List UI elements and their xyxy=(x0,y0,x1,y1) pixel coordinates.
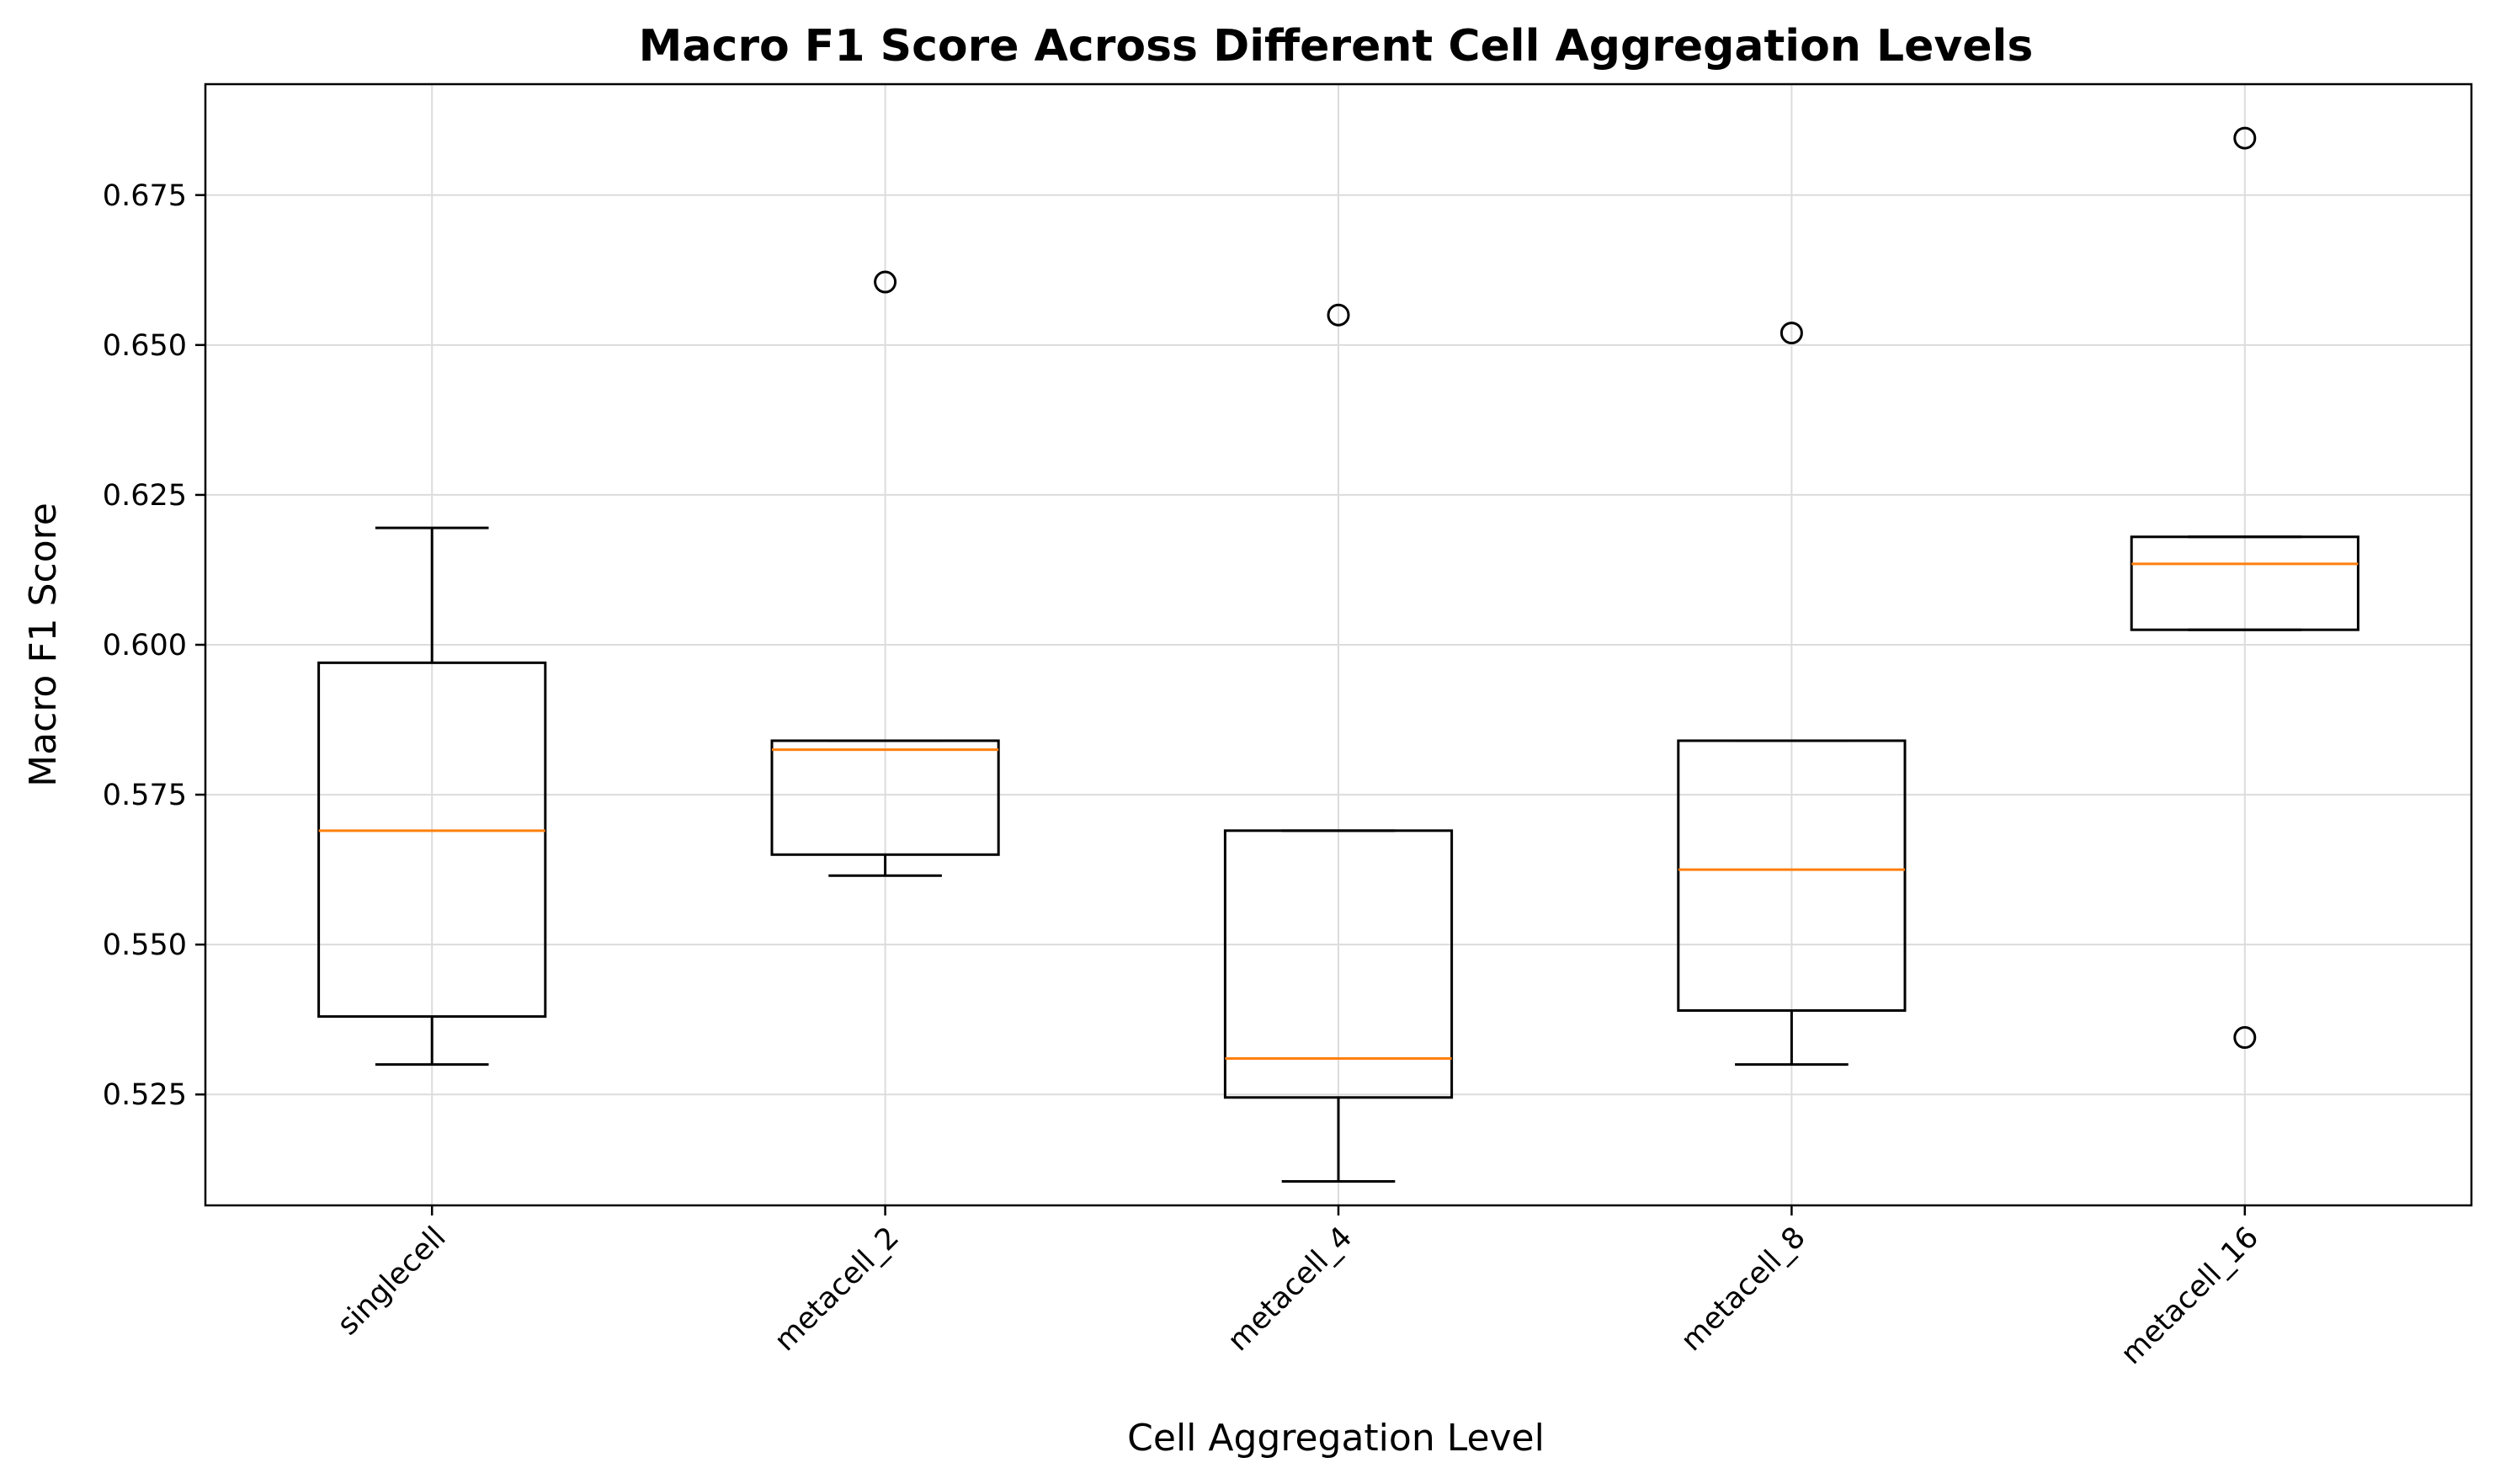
x-tick-label: singlecell xyxy=(331,1221,452,1342)
outlier-point xyxy=(1779,322,1803,345)
y-tick-label: 0.650 xyxy=(103,329,187,363)
x-tick-label: metacell_2 xyxy=(769,1221,906,1358)
box-metacell_16 xyxy=(2130,126,2359,1050)
iqr-box xyxy=(1223,829,1454,1099)
box-metacell_4 xyxy=(1223,303,1454,1183)
iqr-box xyxy=(770,739,1000,856)
outlier-point xyxy=(874,270,897,294)
y-axis: 0.525 0.550 0.575 0.600 0.625 0.650 0.675 xyxy=(103,179,205,1112)
y-tick-label: 0.525 xyxy=(103,1078,187,1112)
x-axis-label: Cell Aggregation Level xyxy=(1127,1417,1545,1460)
y-axis-label: Macro F1 Score xyxy=(22,503,65,787)
box-series xyxy=(317,126,2359,1183)
box-metacell_2 xyxy=(770,270,1000,877)
outlier-point xyxy=(2233,126,2257,150)
iqr-box xyxy=(317,661,547,1019)
y-tick-label: 0.550 xyxy=(103,928,187,962)
x-tick-label: metacell_8 xyxy=(1675,1221,1812,1358)
y-tick-label: 0.625 xyxy=(103,479,187,513)
outlier-point xyxy=(2233,1026,2257,1050)
y-tick-label: 0.675 xyxy=(103,179,187,213)
outlier-point xyxy=(1327,303,1350,327)
x-tick-label: metacell_4 xyxy=(1221,1221,1359,1358)
iqr-box xyxy=(1677,739,1907,1013)
x-tick-label: metacell_16 xyxy=(2115,1221,2265,1371)
y-tick-label: 0.600 xyxy=(103,629,187,662)
y-tick-label: 0.575 xyxy=(103,779,187,812)
iqr-box xyxy=(2130,535,2359,631)
chart-title: Macro F1 Score Across Different Cell Agg… xyxy=(639,21,2034,72)
box-metacell_8 xyxy=(1677,322,1907,1066)
box-singlecell xyxy=(317,526,547,1066)
grid-lines xyxy=(205,84,2471,1205)
x-axis: singlecell metacell_2 metacell_4 metacell_8… xyxy=(331,1205,2265,1371)
